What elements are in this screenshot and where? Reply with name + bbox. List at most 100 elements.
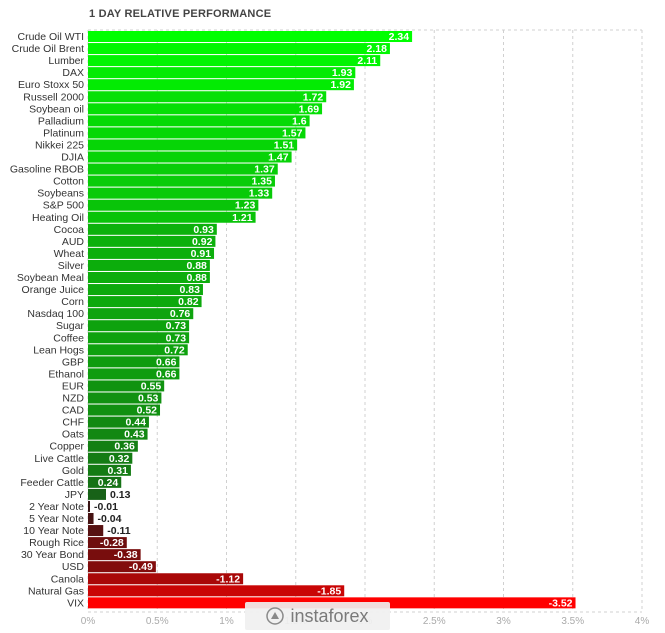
category-label: Crude Oil WTI: [17, 31, 84, 43]
bar: [88, 525, 104, 537]
bar: [88, 416, 149, 428]
bar: [88, 259, 210, 271]
category-label: USD: [62, 561, 85, 573]
bar: [88, 513, 94, 524]
category-label: Rough Rice: [29, 537, 84, 549]
value-label: 1.33: [249, 188, 270, 200]
category-label: Nasdaq 100: [27, 308, 84, 320]
value-label: -1.12: [216, 573, 240, 585]
category-label: Gasoline RBOB: [10, 164, 84, 176]
value-label: -1.85: [317, 585, 341, 597]
bar: [88, 235, 216, 247]
bar: [88, 561, 156, 573]
bar: [88, 464, 131, 476]
bar: [88, 320, 190, 332]
bar: [88, 368, 180, 380]
category-label: Soybean oil: [29, 103, 84, 115]
value-label: 1.72: [303, 91, 324, 103]
bar: [88, 332, 190, 344]
category-label: 2 Year Note: [29, 501, 84, 513]
category-label: Corn: [61, 296, 84, 308]
category-label: Soybean Meal: [17, 272, 84, 284]
category-label: Lumber: [48, 55, 84, 67]
category-label: Nikkei 225: [35, 139, 84, 151]
value-label: 0.43: [124, 429, 145, 441]
x-tick-label: 3.5%: [561, 616, 584, 627]
bar: [88, 247, 215, 259]
category-label: Sugar: [56, 320, 85, 332]
category-label: Ethanol: [48, 368, 84, 380]
bar: [88, 79, 354, 91]
bar: [88, 296, 202, 308]
value-label: 0.73: [166, 332, 187, 344]
category-label: Silver: [58, 260, 85, 272]
bar: [88, 43, 390, 55]
value-label: 1.47: [268, 152, 289, 164]
category-label: Oats: [62, 429, 84, 441]
category-label: Feeder Cattle: [20, 477, 84, 489]
value-label: 0.32: [109, 453, 130, 465]
category-label: EUR: [62, 380, 85, 392]
watermark-text: instaforex: [290, 605, 369, 626]
value-labels: 2.342.182.111.931.921.721.691.61.571.511…: [94, 31, 573, 609]
category-label: AUD: [62, 236, 85, 248]
category-label: JPY: [65, 489, 84, 501]
value-label: 0.72: [164, 344, 185, 356]
bar: [88, 103, 323, 115]
value-label: 1.6: [292, 115, 307, 127]
value-label: 1.51: [274, 139, 295, 151]
category-label: Soybeans: [37, 188, 84, 200]
bar: [88, 31, 413, 42]
category-label: Cocoa: [54, 224, 85, 236]
category-label: Live Cattle: [34, 453, 84, 465]
bar: [88, 500, 90, 512]
bar: [88, 392, 162, 404]
bar: [88, 476, 122, 488]
category-label: Wheat: [54, 248, 84, 260]
bar: [88, 139, 298, 151]
bar: [88, 440, 138, 452]
value-label: 1.69: [299, 103, 320, 115]
category-label: VIX: [67, 597, 84, 609]
value-label: 0.44: [126, 417, 147, 429]
value-label: 1.23: [235, 200, 256, 212]
x-tick-label: 3%: [496, 616, 511, 627]
value-label: 0.82: [178, 296, 199, 308]
category-label: 10 Year Note: [23, 525, 84, 537]
value-label: 1.57: [282, 127, 303, 139]
value-label: 0.13: [110, 489, 131, 501]
category-label: Lean Hogs: [33, 344, 84, 356]
value-label: 1.92: [330, 79, 351, 91]
bar: [88, 585, 345, 597]
value-label: 0.88: [186, 272, 207, 284]
x-tick-label: 1%: [219, 616, 234, 627]
value-label: 0.55: [141, 380, 162, 392]
value-label: 0.36: [114, 441, 135, 453]
category-label: DAX: [62, 67, 84, 79]
value-label: 2.18: [366, 43, 387, 55]
bar: [88, 175, 275, 187]
bar: [88, 151, 292, 163]
value-label: -0.01: [94, 501, 118, 513]
category-label: Crude Oil Brent: [12, 43, 84, 55]
category-label: Palladium: [38, 115, 84, 127]
value-label: 0.52: [137, 405, 158, 417]
category-label: Russell 2000: [23, 91, 84, 103]
bars: [88, 31, 576, 609]
category-label: Copper: [50, 441, 85, 453]
value-label: 0.88: [186, 260, 207, 272]
bar: [88, 211, 256, 223]
bar: [88, 537, 127, 549]
value-label: 0.66: [156, 356, 177, 368]
category-label: Orange Juice: [22, 284, 85, 296]
bar: [88, 308, 194, 320]
bar: [88, 272, 210, 283]
bar: [88, 573, 244, 585]
value-label: 0.76: [170, 308, 191, 320]
watermark: instaforex: [245, 602, 390, 630]
bar: [88, 187, 273, 199]
value-label: -0.49: [129, 561, 153, 573]
category-label: S&P 500: [43, 200, 84, 212]
category-label: 30 Year Bond: [21, 549, 84, 561]
value-label: 0.53: [138, 393, 159, 405]
